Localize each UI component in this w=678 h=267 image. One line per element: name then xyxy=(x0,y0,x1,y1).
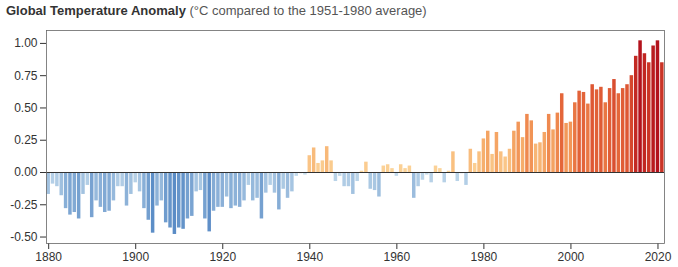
svg-text:1960: 1960 xyxy=(383,250,410,264)
svg-text:0.50: 0.50 xyxy=(14,101,38,115)
svg-text:0.00: 0.00 xyxy=(14,165,38,179)
svg-text:0.75: 0.75 xyxy=(14,69,38,83)
svg-text:0.25: 0.25 xyxy=(14,133,38,147)
svg-text:1940: 1940 xyxy=(296,250,323,264)
svg-text:1900: 1900 xyxy=(122,250,149,264)
svg-text:1980: 1980 xyxy=(471,250,498,264)
svg-text:1920: 1920 xyxy=(209,250,236,264)
html-text:Global Temperature Anomaly (°C: Global Temperature Anomaly (°C compared … xyxy=(6,3,427,18)
svg-text:2000: 2000 xyxy=(558,250,585,264)
svg-text:-0.50: -0.50 xyxy=(10,230,38,244)
svg-text:1.00: 1.00 xyxy=(14,36,38,50)
svg-text:-0.25: -0.25 xyxy=(10,198,38,212)
svg-text:1880: 1880 xyxy=(35,250,62,264)
svg-text:2020: 2020 xyxy=(645,250,672,264)
